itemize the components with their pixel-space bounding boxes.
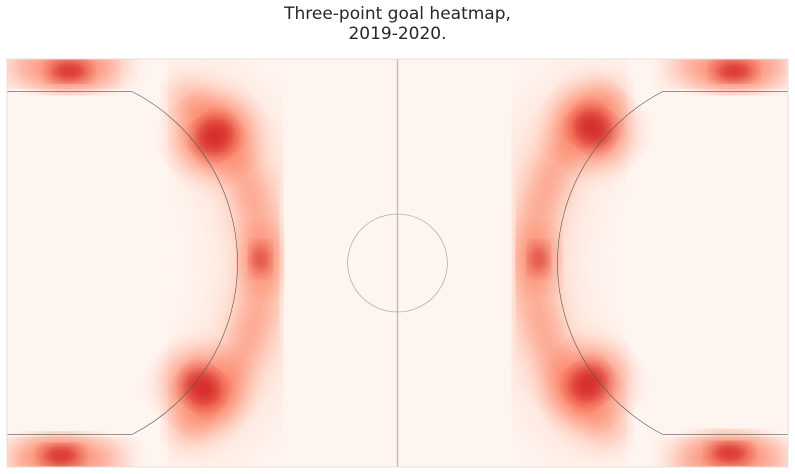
- hotspot-right-lower-wing: [551, 347, 627, 420]
- center-circle: [347, 213, 448, 313]
- chart-title-line-2: 2019-2020.: [348, 24, 447, 44]
- three-point-arc-left: [132, 91, 238, 435]
- hotspot-core: [714, 62, 754, 81]
- hotspot-core: [710, 444, 750, 463]
- hotspot-core: [251, 244, 270, 274]
- chart-title-line-1: Three-point goal heatmap,: [284, 4, 511, 24]
- three-point-arc-right: [557, 91, 663, 435]
- hotspot-right-upper-wing: [555, 91, 631, 165]
- hotspot-right-top-corner: [697, 59, 771, 89]
- hotspot-core: [41, 446, 81, 465]
- hotspot-core: [568, 364, 609, 403]
- hotspot-right-bottom-corner: [693, 435, 767, 467]
- hotspot-core: [195, 117, 235, 156]
- hotspot-core: [50, 62, 89, 81]
- heat-layer: [7, 59, 788, 467]
- hotspot-left-bottom-corner: [24, 438, 98, 467]
- hotspot-core: [182, 368, 222, 407]
- hotspot-left-upper-wing: [177, 100, 253, 173]
- hotspot-core: [529, 244, 548, 274]
- court-frame: [6, 58, 789, 468]
- hotspot-left-top-key: [243, 231, 278, 287]
- court-lines: [7, 59, 788, 467]
- hotspot-right-top-key: [521, 231, 556, 287]
- hotspot-left-lower-wing: [164, 351, 240, 425]
- chart-title: Three-point goal heatmap, 2019-2020.: [0, 4, 795, 44]
- hotspot-core: [573, 109, 613, 148]
- hotspot-left-top-corner: [32, 59, 107, 89]
